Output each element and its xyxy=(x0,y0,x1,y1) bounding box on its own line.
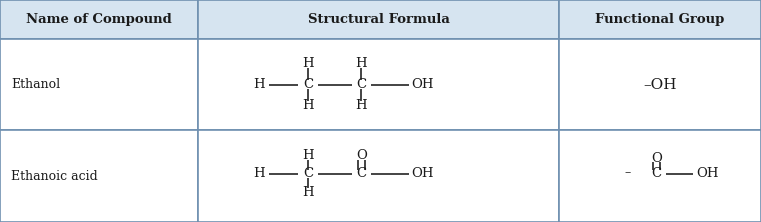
Text: H: H xyxy=(355,99,368,112)
Bar xyxy=(198,39,559,131)
Text: –OH: –OH xyxy=(643,78,677,92)
Text: Ethanoic acid: Ethanoic acid xyxy=(11,170,98,183)
Text: C: C xyxy=(356,167,367,180)
Text: C: C xyxy=(651,167,661,180)
Text: H: H xyxy=(253,78,265,91)
Text: H: H xyxy=(302,186,314,199)
Text: H: H xyxy=(355,57,368,70)
Bar xyxy=(198,0,559,39)
Text: OH: OH xyxy=(411,167,434,180)
Text: –: – xyxy=(624,166,631,179)
Text: OH: OH xyxy=(411,78,434,91)
Text: H: H xyxy=(302,99,314,112)
Text: C: C xyxy=(303,167,314,180)
Bar xyxy=(559,131,761,222)
Bar xyxy=(0,0,198,39)
Text: C: C xyxy=(303,78,314,91)
Bar xyxy=(0,131,198,222)
Text: C: C xyxy=(356,78,367,91)
Text: H: H xyxy=(253,167,265,180)
Bar xyxy=(559,39,761,131)
Text: Ethanol: Ethanol xyxy=(11,78,61,91)
Bar xyxy=(0,39,198,131)
Bar xyxy=(559,0,761,39)
Text: O: O xyxy=(356,149,367,162)
Text: O: O xyxy=(651,151,662,165)
Text: H: H xyxy=(302,57,314,70)
Text: OH: OH xyxy=(696,167,718,180)
Text: Structural Formula: Structural Formula xyxy=(307,13,450,26)
Text: H: H xyxy=(302,149,314,162)
Bar xyxy=(198,131,559,222)
Text: Functional Group: Functional Group xyxy=(595,13,725,26)
Text: Name of Compound: Name of Compound xyxy=(26,13,172,26)
